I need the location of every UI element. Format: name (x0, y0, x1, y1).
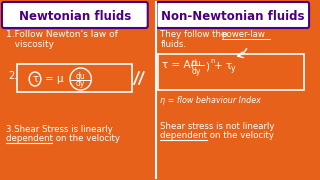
Text: du: du (191, 59, 201, 68)
Text: n: n (210, 58, 214, 64)
Text: power-law: power-law (222, 30, 266, 39)
Text: dependent on the velocity: dependent on the velocity (6, 134, 120, 143)
Text: Non-Newtonian fluids: Non-Newtonian fluids (161, 10, 304, 22)
Text: τ = A(: τ = A( (162, 59, 195, 69)
FancyBboxPatch shape (156, 2, 309, 28)
Bar (158, 54, 304, 90)
Text: y: y (230, 64, 235, 73)
Text: 2.: 2. (8, 71, 17, 81)
Bar (18, 64, 132, 92)
Text: fluids.: fluids. (160, 40, 186, 49)
Text: ): ) (205, 61, 209, 71)
Text: = μ: = μ (45, 74, 63, 84)
FancyBboxPatch shape (2, 2, 148, 28)
Text: + τ: + τ (214, 61, 232, 71)
Text: dy: dy (76, 78, 85, 87)
Text: 1.Follow Newton’s law of
   viscosity: 1.Follow Newton’s law of viscosity (6, 30, 118, 49)
Text: Newtonian fluids: Newtonian fluids (19, 10, 131, 22)
Text: τ: τ (32, 74, 38, 84)
Text: dependent on the velocity: dependent on the velocity (160, 131, 274, 140)
Text: du: du (76, 71, 85, 80)
Text: Shear stress is not linearly: Shear stress is not linearly (160, 122, 275, 131)
Text: η = flow behaviour Index: η = flow behaviour Index (160, 96, 261, 105)
Text: dy: dy (191, 67, 201, 76)
Text: They follow the: They follow the (160, 30, 229, 39)
Text: 3.Shear Stress is linearly: 3.Shear Stress is linearly (6, 125, 113, 134)
